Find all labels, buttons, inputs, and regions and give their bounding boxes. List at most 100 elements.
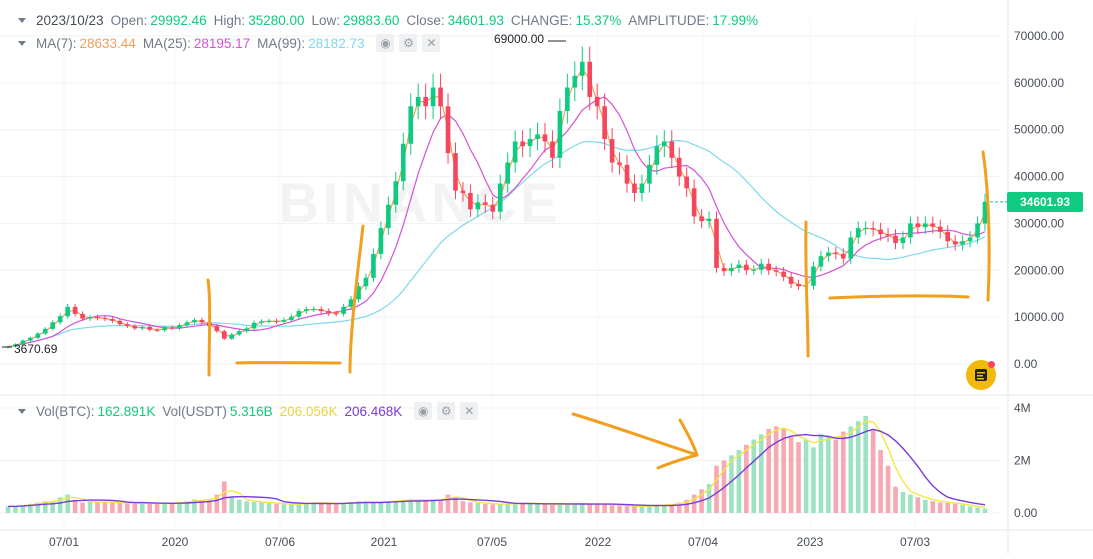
candle-body: [244, 328, 249, 331]
ohlc-header: 2023/10/23 Open: 29992.46 High: 35280.00…: [0, 10, 765, 30]
candle-body: [789, 277, 794, 284]
candle-body: [446, 106, 451, 153]
close-label: Close:: [406, 13, 444, 28]
ma25-label: MA(25):: [143, 36, 191, 51]
close-value: 34601.93: [448, 13, 504, 28]
volume-bar: [983, 509, 988, 513]
price-tick-label: 40000.00: [1014, 170, 1064, 184]
candle-body: [416, 97, 421, 106]
volume-bar: [819, 434, 824, 513]
orange-arrow-shaft: [573, 414, 697, 455]
candle-body: [677, 158, 682, 177]
ma-collapse-caret-icon[interactable]: [18, 41, 26, 46]
candle-body: [535, 134, 540, 139]
close-icon[interactable]: ✕: [422, 34, 440, 52]
candle-body: [379, 228, 384, 254]
candle-body: [43, 329, 48, 334]
volume-bar: [528, 504, 533, 513]
volume-bar: [766, 429, 771, 513]
volume-bar: [461, 501, 466, 513]
orange-vertical-mark: [208, 280, 210, 375]
candle-body: [58, 316, 63, 322]
candle-body: [185, 322, 190, 325]
volume-bar: [155, 504, 160, 513]
vol-gear-icon[interactable]: ⚙: [437, 402, 455, 420]
orange-horizontal-mark: [830, 296, 968, 298]
vol-eye-icon[interactable]: ◉: [414, 402, 432, 420]
candle-body: [699, 216, 704, 221]
candle-body: [886, 234, 891, 235]
candle-body: [140, 327, 145, 328]
volume-bar: [177, 503, 182, 514]
volume-bar: [774, 426, 779, 513]
vol-collapse-caret-icon[interactable]: [18, 409, 26, 414]
x-tick-label: 07/01: [49, 535, 79, 549]
volume-legend: Vol(BTC): 162.891K Vol(USDT) 5.316B 206.…: [0, 401, 478, 421]
candle-body: [125, 324, 130, 326]
candle-body: [50, 322, 55, 329]
volume-bar: [968, 506, 973, 513]
candle-body: [177, 325, 182, 328]
volume-bar: [916, 497, 921, 513]
ma7-value: 28633.44: [80, 36, 136, 51]
ma99-value: 28182.73: [308, 36, 364, 51]
volume-tick-label: 0.00: [1014, 506, 1038, 520]
candle-body: [863, 228, 868, 229]
volume-bar: [953, 504, 958, 513]
volume-bar: [319, 503, 324, 513]
candle-body: [781, 272, 786, 277]
volume-bar: [878, 450, 883, 513]
candle-body: [841, 254, 846, 259]
candle-body: [669, 141, 674, 157]
candle-body: [602, 106, 607, 139]
candle-body: [930, 223, 935, 226]
candle-body: [371, 254, 376, 278]
candle-body: [200, 320, 205, 322]
candle-body: [796, 284, 801, 286]
vol-close-icon[interactable]: ✕: [460, 402, 478, 420]
volume-bar: [737, 450, 742, 513]
candle-body: [856, 228, 861, 237]
gear-icon[interactable]: ⚙: [399, 34, 417, 52]
candle-body: [483, 202, 488, 204]
eye-icon[interactable]: ◉: [376, 34, 394, 52]
x-tick-label: 07/05: [477, 535, 507, 549]
vol-ma2-value: 206.468K: [344, 404, 402, 419]
volume-bar: [520, 503, 525, 513]
candle-body: [65, 307, 70, 316]
volume-bar: [259, 503, 264, 514]
volume-bar: [132, 503, 137, 513]
candle-body: [80, 314, 85, 319]
volume-bar: [871, 429, 876, 513]
candle-body: [505, 163, 510, 184]
volume-bar: [923, 500, 928, 513]
volume-bar: [610, 505, 615, 513]
candle-body: [848, 237, 853, 258]
volume-bar: [125, 503, 130, 513]
candle-body: [88, 317, 93, 318]
volume-bar: [490, 504, 495, 513]
orange-arrow-head: [658, 455, 697, 468]
candle-body: [267, 321, 272, 322]
candle-body: [334, 313, 339, 314]
volume-bar: [602, 504, 607, 513]
volume-bar: [326, 504, 331, 513]
volume-bar: [781, 429, 786, 513]
order-book-button[interactable]: [966, 360, 996, 390]
candle-body: [192, 320, 197, 322]
volume-bar: [379, 502, 384, 513]
volume-bar: [744, 445, 749, 513]
collapse-caret-icon[interactable]: [18, 18, 26, 23]
volume-bar: [364, 502, 369, 513]
volume-bar: [341, 503, 346, 513]
x-tick-label: 2023: [797, 535, 824, 549]
volume-bar: [252, 502, 257, 513]
vol-btc-label: Vol(BTC):: [36, 404, 95, 419]
orange-vertical-mark: [806, 222, 808, 356]
price-tick-label: 0.00: [1014, 357, 1038, 371]
volume-bar: [6, 506, 11, 513]
volume-bar: [558, 504, 563, 513]
volume-bar: [543, 504, 548, 513]
